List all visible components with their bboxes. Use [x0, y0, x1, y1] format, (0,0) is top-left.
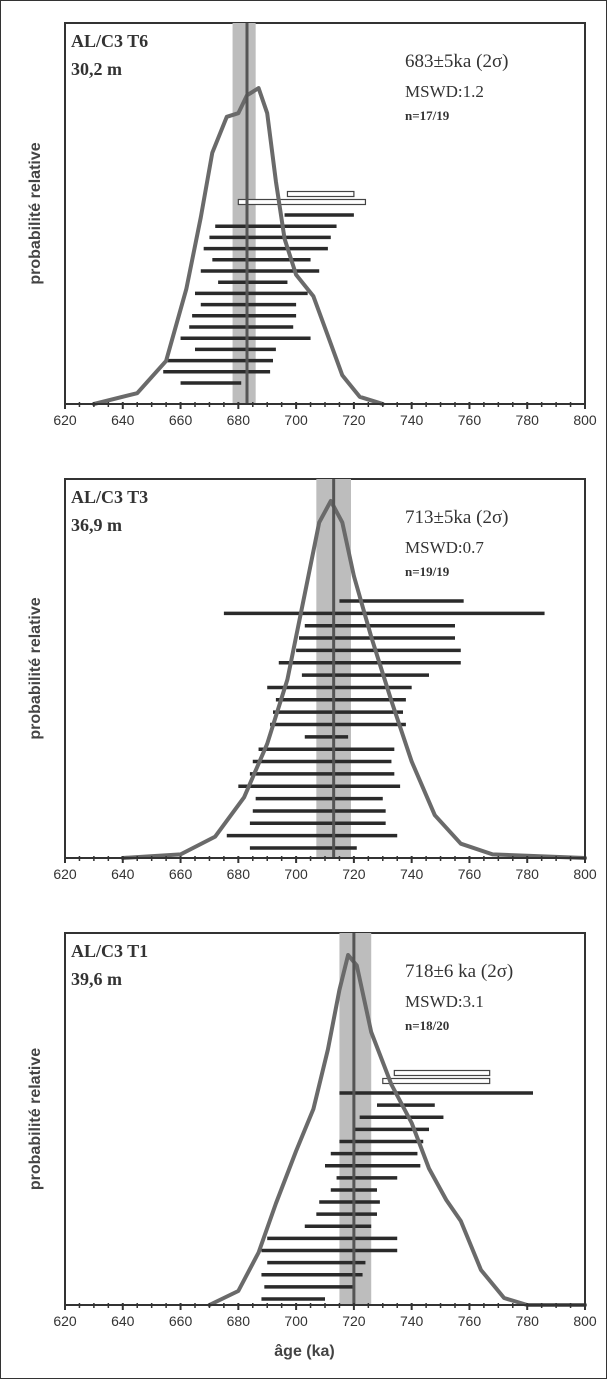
- sample-name: AL/C3 T3: [71, 487, 148, 507]
- x-tick-label: 640: [111, 1313, 135, 1329]
- probability-curve: [207, 953, 587, 1307]
- age-uncertainty-band: [232, 23, 256, 404]
- sample-depth: 30,2 m: [71, 59, 122, 79]
- age-result: 683±5ka (2σ): [405, 51, 509, 72]
- x-tick-label: 700: [284, 1313, 308, 1329]
- probability-curve: [91, 86, 385, 406]
- x-tick-label: 740: [400, 412, 424, 428]
- mswd-value: MSWD:0.7: [405, 538, 484, 557]
- probability-curve: [120, 499, 587, 860]
- x-tick-label: 720: [342, 412, 366, 428]
- x-tick-label: 680: [227, 412, 251, 428]
- x-tick-label: 660: [169, 866, 193, 882]
- x-tick-label: 780: [516, 1313, 540, 1329]
- x-tick-label: 760: [458, 1313, 482, 1329]
- mswd-value: MSWD:3.1: [405, 992, 484, 1011]
- mswd-value: MSWD:1.2: [405, 82, 484, 101]
- x-tick-label: 760: [458, 866, 482, 882]
- x-tick-label: 780: [516, 412, 540, 428]
- age-result: 713±5ka (2σ): [405, 507, 509, 528]
- x-tick-label: 720: [342, 1313, 366, 1329]
- chart-panel-1: 620 640 660 680 700 720 740 760 780 800 probabilit…: [27, 22, 597, 428]
- y-axis-title: probabilité relative: [27, 597, 44, 739]
- x-tick-label: 700: [284, 412, 308, 428]
- chart-panel-2: 620 640 660 680 700 720 740 760 780 800 probabilit…: [27, 478, 597, 882]
- sample-depth: 39,6 m: [71, 969, 122, 989]
- sample-name: AL/C3 T1: [71, 941, 148, 961]
- x-tick-label: 700: [284, 866, 308, 882]
- x-tick-label: 800: [573, 866, 597, 882]
- chart-panel-3: 620 640 660 680 700 720 740 760 780 800 probabilit…: [27, 932, 597, 1329]
- x-tick-label: 660: [169, 1313, 193, 1329]
- x-tick-label: 740: [400, 866, 424, 882]
- x-tick-label: 780: [516, 866, 540, 882]
- x-tick-label: 620: [53, 866, 77, 882]
- age-result: 718±6 ka (2σ): [405, 961, 513, 982]
- x-tick-label: 640: [111, 866, 135, 882]
- y-axis-title: probabilité relative: [27, 1048, 44, 1190]
- x-tick-label: 660: [169, 412, 193, 428]
- plot-frame: [64, 932, 586, 1306]
- x-tick-label: 680: [227, 866, 251, 882]
- x-tick-label: 680: [227, 1313, 251, 1329]
- excluded-age-bar: [382, 1077, 491, 1085]
- n-count: n=18/20: [405, 1018, 449, 1033]
- x-tick-label: 640: [111, 412, 135, 428]
- x-tick-label: 800: [573, 412, 597, 428]
- sample-depth: 36,9 m: [71, 515, 122, 535]
- y-axis-title: probabilité relative: [27, 142, 44, 284]
- x-tick-label: 760: [458, 412, 482, 428]
- sample-name: AL/C3 T6: [71, 31, 148, 51]
- x-tick-label: 800: [573, 1313, 597, 1329]
- n-count: n=19/19: [405, 564, 450, 579]
- x-tick-label: 620: [53, 412, 77, 428]
- x-axis-title: âge (ka): [274, 1343, 335, 1360]
- excluded-age-bar: [286, 190, 355, 198]
- excluded-age-bar: [393, 1069, 491, 1077]
- x-tick-label: 620: [53, 1313, 77, 1329]
- excluded-age-bar: [237, 198, 367, 206]
- x-tick-label: 740: [400, 1313, 424, 1329]
- x-tick-label: 720: [342, 866, 366, 882]
- n-count: n=17/19: [405, 108, 450, 123]
